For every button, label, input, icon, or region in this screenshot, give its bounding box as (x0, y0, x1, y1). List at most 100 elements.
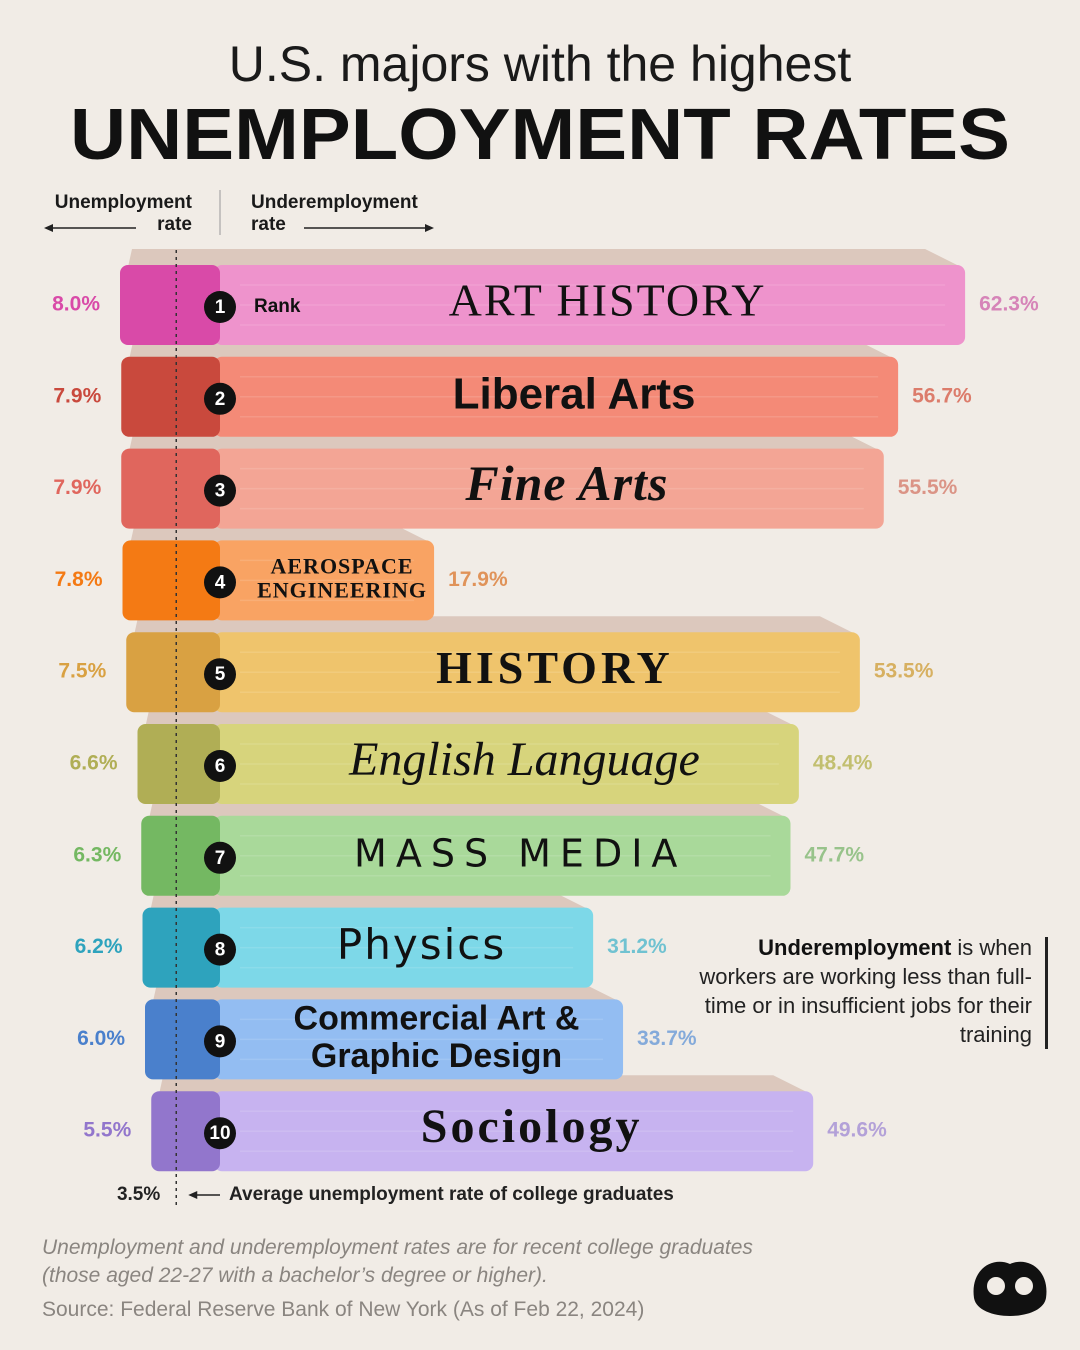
book-title: AEROSPACE ENGINEERING (257, 553, 427, 602)
rank-badge (204, 382, 236, 415)
book-spine (137, 724, 220, 804)
rank: 2 (215, 389, 226, 410)
right-value-label: 17.9% (448, 568, 508, 591)
rank-badge (204, 1025, 236, 1058)
rank-badge (204, 841, 236, 874)
left-value-label: 5.5% (83, 1119, 131, 1142)
rank-badge (204, 566, 236, 599)
note-bar (1045, 937, 1048, 1049)
rank: 10 (209, 1123, 230, 1144)
rank: 9 (215, 1031, 226, 1052)
arrow-head (425, 224, 434, 232)
footnote: Unemployment and underemployment rates a… (42, 1236, 753, 1287)
left-value-label: 6.2% (75, 935, 123, 958)
book-cover (214, 815, 791, 896)
rank-badge (204, 750, 236, 782)
book-spine (145, 999, 220, 1080)
left-value-label: 7.5% (58, 660, 106, 683)
book-cover (214, 724, 799, 804)
reference-text: Average unemployment rate of college gra… (229, 1184, 674, 1205)
book-pages (149, 799, 787, 818)
rank: 1 (215, 297, 226, 318)
chart-subtitle: U.S. majors with the highest (229, 36, 852, 92)
reference-label: 3.5% (117, 1184, 160, 1205)
book-title: Liberal Arts (453, 369, 696, 418)
book-spine (151, 1091, 220, 1172)
rank: 5 (215, 664, 226, 685)
rank-label: Rank (254, 296, 301, 317)
book-title: HISTORY (436, 642, 674, 693)
left-value-label: 8.0% (52, 293, 100, 316)
book-cover (214, 632, 860, 713)
book-title: Fine Arts (464, 455, 668, 511)
book-spine (142, 907, 220, 988)
book-cover (214, 907, 594, 988)
book-cover (214, 448, 884, 529)
book-title: ART HISTORY (449, 275, 767, 326)
rank-badge (204, 1117, 236, 1150)
books: 10 5.5% 49.6% Sociology 9 6.0% 33.7% Commercial… (52, 249, 1039, 1172)
rank-badge (204, 658, 236, 691)
book-cover (214, 999, 624, 1080)
note-text: is when workers are working less than fu… (699, 935, 1032, 1047)
rank: 6 (215, 756, 226, 777)
rank: 4 (215, 572, 226, 593)
left-value-label: 7.8% (55, 568, 103, 591)
book-spine (121, 356, 220, 437)
book-title: English Language (348, 733, 700, 786)
overlay: 3.5% Average unemployment rate of college… (117, 250, 674, 1205)
book-cover (214, 356, 899, 437)
book-title: Sociology (421, 1100, 643, 1153)
rank-badge (204, 474, 236, 507)
rank: 8 (215, 940, 226, 961)
chart-title: UNEMPLOYMENT RATES (70, 95, 1010, 175)
left-value-label: 7.9% (53, 384, 101, 407)
arrow-head (44, 224, 53, 232)
rank: 7 (215, 848, 226, 869)
logo-shape (973, 1261, 1047, 1316)
left-value-label: 6.6% (70, 752, 118, 775)
logo (973, 1261, 1047, 1316)
right-value-label: 62.3% (979, 293, 1039, 316)
logo-eye (987, 1277, 1005, 1295)
left-value-label: 7.9% (53, 476, 101, 499)
book-pages (145, 708, 795, 726)
left-value-label: 6.0% (77, 1027, 125, 1050)
book-spine (121, 448, 220, 529)
left-value-label: 6.3% (73, 843, 121, 866)
book-title: Commercial Art & Graphic Design (294, 1000, 580, 1075)
note: Underemployment is when workers are work… (680, 933, 1032, 1049)
book-pages (153, 983, 620, 1002)
book-pages (130, 524, 431, 543)
book-cover (214, 1091, 814, 1172)
source: Source: Federal Reserve Bank of New York… (42, 1298, 645, 1321)
logo-eye (1015, 1277, 1033, 1295)
rank-badge (204, 933, 236, 966)
reference-arrow-head (188, 1191, 198, 1199)
book-pages (134, 616, 856, 635)
book-spine (120, 265, 220, 345)
book-cover (214, 540, 435, 621)
book-title: Physics (337, 920, 506, 969)
book-pages (129, 340, 895, 359)
right-value-label: 47.7% (804, 843, 864, 866)
rank-badge (204, 291, 236, 323)
book-pages (128, 249, 962, 267)
right-value-label: 49.6% (827, 1119, 887, 1142)
note-term: Underemployment (758, 935, 952, 960)
right-value-label: 48.4% (813, 752, 873, 775)
rank: 3 (215, 481, 226, 502)
book-cover (214, 265, 966, 345)
right-value-label: 55.5% (898, 476, 958, 499)
book-pages (159, 1075, 810, 1094)
book-spine (141, 815, 220, 896)
book-title: MASS MEDIA (354, 831, 686, 875)
right-value-label: 31.2% (607, 935, 667, 958)
axis-label: Underemployment rate (251, 192, 418, 235)
right-value-label: 33.7% (637, 1027, 697, 1050)
right-value-label: 56.7% (912, 384, 972, 407)
book-spine (126, 632, 220, 713)
book-pages (129, 432, 880, 451)
